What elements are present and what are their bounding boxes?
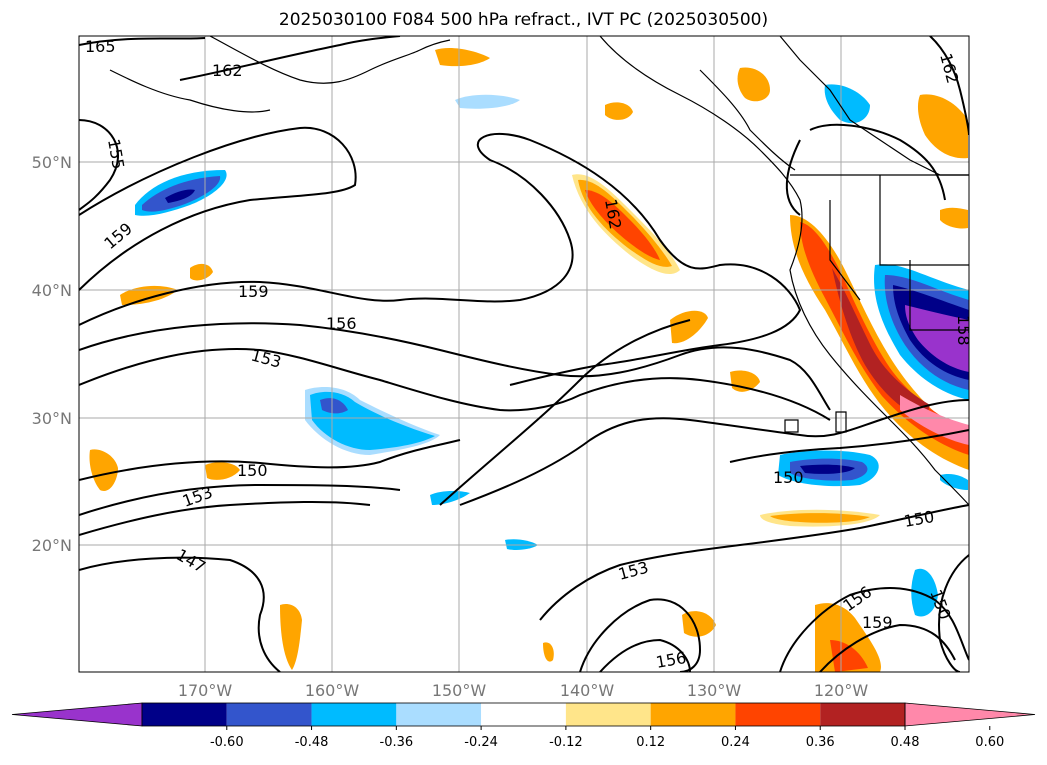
colorbar-extend-low <box>11 702 143 727</box>
colorbar-tick-label: -0.24 <box>464 735 498 750</box>
colorbar-tick-label: 0.24 <box>721 735 750 750</box>
colorbar-segment <box>311 703 397 726</box>
colorbar-segment <box>650 703 736 726</box>
lon-label-170w: 170°W <box>178 681 233 700</box>
lat-label-20n: 20°N <box>32 536 72 555</box>
refractivity-contours <box>79 36 969 672</box>
coastlines <box>109 36 969 506</box>
colorbar-extend-high <box>904 702 1036 727</box>
colorbar-tick-label: -0.12 <box>549 735 583 750</box>
colorbar-segment <box>565 703 651 726</box>
contour-label: 159 <box>238 282 269 301</box>
latitude-labels: 50°N 40°N 30°N 20°N <box>32 153 72 555</box>
colorbar-frame <box>141 702 906 727</box>
colorbar-tick-label: -0.36 <box>380 735 414 750</box>
map-title: 2025030100 F084 500 hPa refract., IVT PC… <box>278 10 769 30</box>
contour-label: 150 <box>773 468 804 487</box>
lon-label-140w: 140°W <box>560 681 615 700</box>
contour-label: 159 <box>862 613 893 632</box>
lon-label-160w: 160°W <box>305 681 360 700</box>
ivt-fill-layer <box>89 47 969 672</box>
colorbar-tick-label: 0.48 <box>891 735 920 750</box>
colorbar-tick-label: 0.12 <box>636 735 665 750</box>
colorbar-segment <box>735 703 821 726</box>
graticule <box>79 36 969 672</box>
lat-label-30n: 30°N <box>32 409 72 428</box>
colorbar-segment <box>396 703 482 726</box>
contour-label: 162 <box>212 61 243 80</box>
colorbar-tick-label: 0.60 <box>975 735 1004 750</box>
lon-label-150w: 150°W <box>432 681 487 700</box>
contour-label: 150 <box>237 461 268 480</box>
colorbar-segment <box>481 703 566 726</box>
contour-label: 158 <box>954 315 973 346</box>
colorbar-tick-label: 0.36 <box>806 735 835 750</box>
colorbar-segment <box>142 703 227 726</box>
colorbar: -0.60 -0.48 -0.36 -0.24 -0.12 0.12 0.24 0.36 0.4… <box>11 702 1036 750</box>
lon-label-130w: 130°W <box>687 681 742 700</box>
colorbar-tick-label: -0.48 <box>295 735 329 750</box>
map-frame <box>78 35 970 673</box>
longitude-labels: 170°W 160°W 150°W 140°W 130°W 120°W <box>178 681 869 700</box>
map-background <box>79 36 969 672</box>
map-layers <box>79 36 969 672</box>
lon-label-120w: 120°W <box>814 681 869 700</box>
colorbar-segment <box>226 703 312 726</box>
contour-label: 156 <box>326 314 357 333</box>
contour-label: 165 <box>85 37 116 56</box>
lat-label-50n: 50°N <box>32 153 72 172</box>
colorbar-segment <box>820 703 905 726</box>
lat-label-40n: 40°N <box>32 281 72 300</box>
colorbar-tick-label: -0.60 <box>210 735 244 750</box>
